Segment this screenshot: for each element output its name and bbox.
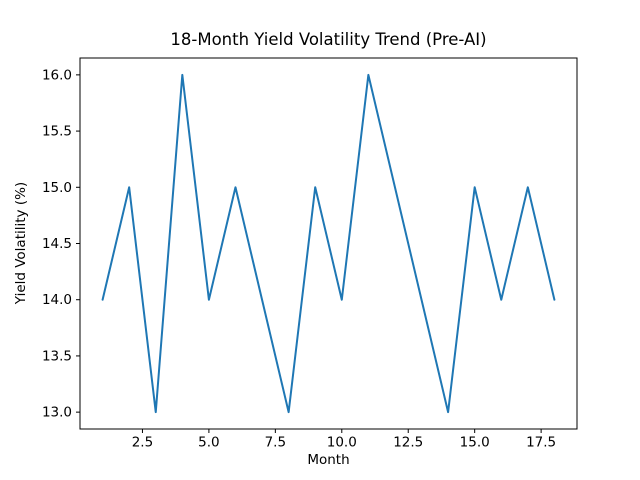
- x-tick-label: 10.0: [327, 435, 357, 451]
- y-tick-label: 13.5: [42, 348, 72, 364]
- chart-title: 18-Month Yield Volatility Trend (Pre-AI): [170, 30, 487, 49]
- x-tick-label: 7.5: [265, 435, 286, 451]
- x-tick-label: 12.5: [393, 435, 423, 451]
- x-tick-label: 5.0: [198, 435, 219, 451]
- y-tick-label: 16.0: [42, 67, 72, 83]
- x-tick-label: 15.0: [460, 435, 490, 451]
- y-tick-label: 15.5: [42, 124, 72, 140]
- y-tick-label: 14.0: [42, 292, 72, 308]
- y-tick-label: 15.0: [42, 180, 72, 196]
- y-tick-label: 13.0: [42, 405, 72, 421]
- x-tick-label: 17.5: [526, 435, 556, 451]
- yield-volatility-line-series: [101, 73, 556, 414]
- x-axis-label: Month: [307, 452, 350, 468]
- y-tick-label: 14.5: [42, 236, 72, 252]
- x-tick-label: 2.5: [132, 435, 153, 451]
- y-axis-label: Yield Volatility (%): [13, 181, 29, 305]
